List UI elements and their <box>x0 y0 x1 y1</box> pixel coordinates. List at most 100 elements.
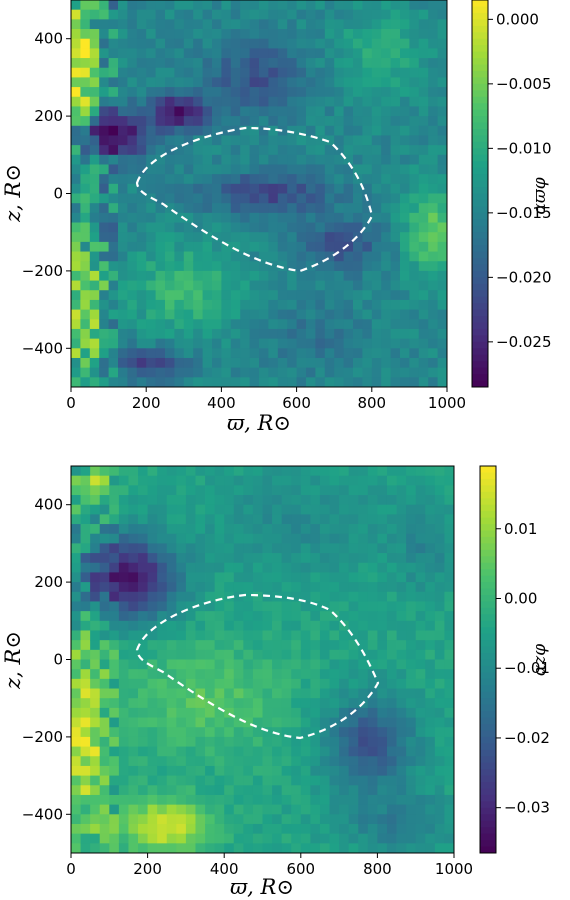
heatmap-cell <box>300 514 311 525</box>
heatmap-cell <box>138 843 148 854</box>
heatmap-cell <box>118 106 128 117</box>
heatmap-cell <box>418 48 429 59</box>
heatmap-cell <box>71 504 81 515</box>
heatmap-cell <box>277 232 288 243</box>
heatmap-cell <box>371 77 382 88</box>
heatmap-cell <box>89 116 100 127</box>
heatmap-cell <box>406 466 417 477</box>
heatmap-cell <box>138 466 148 477</box>
heatmap-cell <box>233 649 244 660</box>
heatmap-cell <box>434 678 445 689</box>
heatmap-cell <box>214 640 225 651</box>
heatmap-cell <box>174 261 185 272</box>
heatmap-cell <box>396 669 407 680</box>
heatmap-cell <box>291 756 302 767</box>
heatmap-cell <box>396 620 407 631</box>
heatmap-cell <box>243 833 254 844</box>
heatmap-cell <box>418 58 429 69</box>
heatmap-cell <box>108 348 119 359</box>
heatmap-cell <box>296 145 307 156</box>
heatmap-cell <box>71 669 81 680</box>
heatmap-cell <box>425 524 436 535</box>
heatmap-cell <box>221 29 232 40</box>
heatmap-cell <box>165 261 175 272</box>
heatmap-cell <box>371 125 382 136</box>
heatmap-cell <box>195 591 206 602</box>
heatmap-cell <box>358 591 369 602</box>
heatmap-cell <box>176 688 187 699</box>
heatmap-cell <box>147 727 158 738</box>
heatmap-cell <box>214 727 225 738</box>
heatmap-cell <box>183 222 194 233</box>
heatmap-cell <box>358 659 369 670</box>
heatmap-cell <box>371 145 382 156</box>
heatmap-cell <box>277 125 288 136</box>
heatmap-cell <box>205 543 216 554</box>
heatmap-cell <box>233 553 244 564</box>
heatmap-cell <box>224 582 235 593</box>
heatmap-cell <box>166 630 177 641</box>
heatmap-cell <box>118 174 128 185</box>
heatmap-cell <box>128 678 139 689</box>
heatmap-cell <box>166 640 177 651</box>
heatmap-cell <box>224 843 235 854</box>
heatmap-cell <box>428 19 438 30</box>
heatmap-cell <box>146 309 156 320</box>
heatmap-cell <box>386 466 397 477</box>
heatmap-cell <box>296 96 307 107</box>
heatmap-cell <box>185 495 196 506</box>
heatmap-cell <box>138 823 148 835</box>
heatmap-cell <box>205 562 216 573</box>
heatmap-cell <box>185 553 196 564</box>
heatmap-cell <box>108 58 119 69</box>
heatmap-cell <box>334 222 344 233</box>
heatmap-cell <box>400 232 410 243</box>
heatmap-cell <box>400 203 410 214</box>
heatmap-cell <box>202 270 213 281</box>
heatmap-cell <box>358 785 369 796</box>
heatmap-cell <box>174 232 185 243</box>
heatmap-cell <box>243 611 254 622</box>
heatmap-cell <box>358 794 369 806</box>
heatmap-cell <box>176 756 187 767</box>
heatmap-cell <box>390 367 401 378</box>
heatmap-cell <box>108 135 119 146</box>
heatmap-cell <box>157 524 168 535</box>
heatmap-cell <box>221 174 232 185</box>
heatmap-cell <box>437 290 448 301</box>
heatmap-cell <box>233 727 244 738</box>
heatmap-cell <box>249 328 260 340</box>
heatmap-cell <box>249 348 260 359</box>
x-tick-label: 400 <box>207 394 236 412</box>
heatmap-cell <box>212 154 222 165</box>
heatmap-cell <box>418 0 429 11</box>
heatmap-cell <box>310 582 321 593</box>
heatmap-cell <box>377 582 388 593</box>
heatmap-cell <box>415 524 426 535</box>
heatmap-cell <box>390 222 401 233</box>
heatmap-cell <box>195 553 206 564</box>
heatmap-cell <box>71 514 81 525</box>
heatmap-cell <box>166 553 177 564</box>
heatmap-cell <box>348 524 359 535</box>
heatmap-cell <box>428 116 438 127</box>
heatmap-cell <box>362 154 373 165</box>
heatmap-cell <box>80 562 91 573</box>
heatmap-cell <box>214 736 225 747</box>
heatmap-cell <box>386 495 397 506</box>
heatmap-cell <box>418 357 429 369</box>
heatmap-cell <box>71 38 81 49</box>
colorbar-segment <box>472 129 488 136</box>
heatmap-cell <box>90 794 101 806</box>
heatmap-cell <box>281 649 292 660</box>
heatmap-cell <box>319 659 330 670</box>
colorbar-segment <box>472 348 488 356</box>
heatmap-cell <box>319 756 330 767</box>
heatmap-cell <box>80 309 91 320</box>
heatmap-cell <box>358 514 369 525</box>
heatmap-cell <box>348 495 359 506</box>
heatmap-cell <box>224 620 235 631</box>
heatmap-cell <box>252 620 263 631</box>
heatmap-cell <box>174 319 185 330</box>
heatmap-cell <box>310 514 321 525</box>
